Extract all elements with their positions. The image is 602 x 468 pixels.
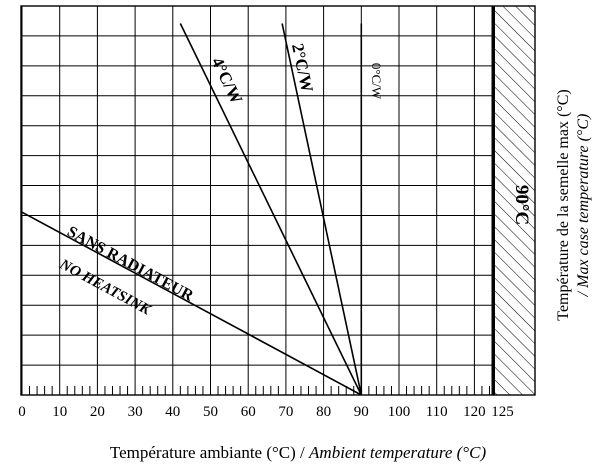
x-tick-label: 40 (165, 404, 180, 420)
y-axis-label-italic: / Max case temperature (°C) (575, 114, 592, 298)
x-tick-label: 100 (388, 404, 411, 420)
y-axis-label-regular: Température de la semelle max (°C) (555, 89, 572, 320)
x-tick-label: 120 (463, 404, 486, 420)
series-line (21, 211, 362, 396)
hatched-region-label: 90°C (511, 185, 532, 225)
x-tick-labels: 0 10 20 30 40 50 60 70 80 90 100 110 120 125 (18, 404, 514, 420)
series-line (281, 23, 363, 396)
chart-grid (21, 5, 494, 396)
x-tick-label: 90 (354, 404, 369, 420)
series-lines (21, 23, 363, 396)
x-axis-label-regular: Température ambiante (°C) / (110, 443, 309, 462)
series-line (179, 23, 363, 396)
series-label: 0°C/W (369, 63, 384, 100)
x-tick-label: 10 (52, 404, 67, 420)
x-tick-label: 125 (491, 404, 514, 420)
hatched-region (493, 6, 535, 395)
x-tick-label: 0 (18, 404, 26, 420)
series-label: 4°C/W (208, 54, 247, 107)
plot-border (20, 5, 536, 396)
x-tick-label: 50 (203, 404, 218, 420)
plot-frame (20, 5, 536, 396)
x-tick-label: 20 (90, 404, 105, 420)
x-tick-label: 80 (316, 404, 331, 420)
x-axis-minor-ticks (29, 386, 490, 395)
x-axis-label: Température ambiante (°C) / Ambient temp… (110, 443, 487, 462)
x-tick-label: 60 (241, 404, 256, 420)
x-tick-label: 30 (128, 404, 143, 420)
x-tick-label: 70 (278, 404, 293, 420)
x-tick-label: 110 (426, 404, 448, 420)
x-axis-label-italic: Ambient temperature (°C) (308, 443, 486, 462)
